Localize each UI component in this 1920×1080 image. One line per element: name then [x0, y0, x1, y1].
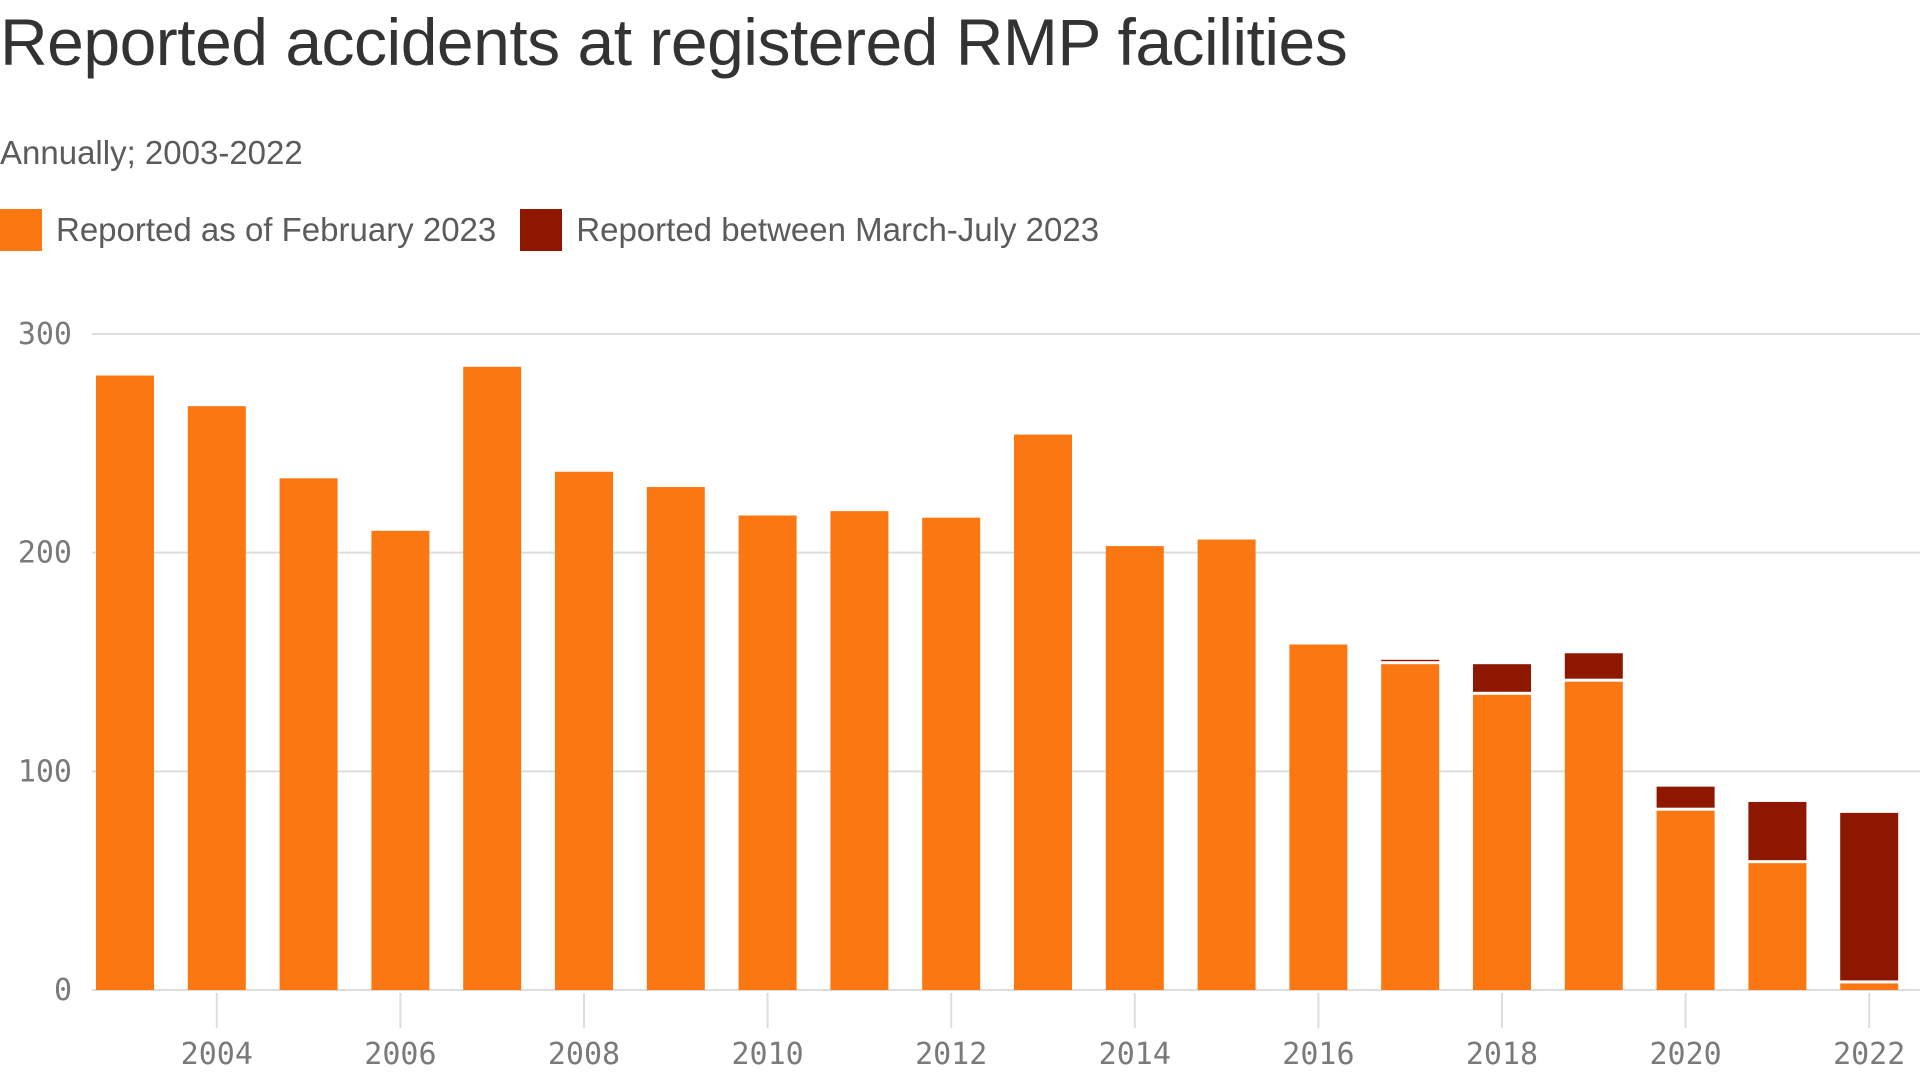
x-tick-label: 2018 [1466, 1037, 1538, 1072]
y-tick-label: 200 [18, 536, 72, 571]
y-tick-label: 100 [18, 754, 72, 789]
bar-reported-february [1014, 434, 1072, 990]
chart-title: Reported accidents at registered RMP fac… [0, 5, 1348, 79]
chart-subtitle: Annually; 2003-2022 [0, 134, 303, 171]
bar-reported-march-july [1381, 659, 1440, 662]
legend-label-february: Reported as of February 2023 [56, 211, 497, 248]
x-tick-label: 2020 [1649, 1037, 1721, 1072]
bar-reported-february [463, 366, 522, 990]
bar-reported-february [1564, 681, 1623, 990]
x-tick-label: 2006 [364, 1037, 436, 1072]
bar-reported-february [1105, 546, 1164, 990]
x-tick-label: 2012 [915, 1037, 987, 1072]
bar-reported-march-july [1564, 653, 1623, 679]
bar-reported-february [1656, 810, 1715, 990]
bar-reported-february [1289, 644, 1348, 990]
bar-reported-march-july [1840, 812, 1899, 981]
bar-reported-february [279, 478, 338, 990]
bar-reported-february [1473, 694, 1531, 990]
legend-swatch-march-july [520, 209, 563, 251]
legend-item-march-july: Reported between March-July 2023 [520, 209, 1099, 251]
bar-reported-february [96, 375, 154, 991]
x-tick-label: 2010 [731, 1037, 803, 1072]
bar-reported-february [646, 487, 705, 990]
legend-swatch-february [0, 209, 42, 251]
x-tick-label: 2014 [1099, 1037, 1171, 1072]
bar-reported-february [738, 515, 797, 990]
x-tick-label: 2022 [1833, 1037, 1905, 1072]
bar-reported-february [1840, 983, 1899, 990]
chart-legend: Reported as of February 2023 Reported be… [0, 208, 1123, 252]
bar-reported-february [555, 471, 613, 990]
bar-reported-march-july [1473, 664, 1531, 692]
bar-reported-march-july [1748, 801, 1807, 861]
x-tick-label: 2016 [1282, 1037, 1354, 1072]
bar-reported-february [922, 517, 981, 990]
bar-reported-february [187, 406, 246, 990]
y-tick-label: 300 [18, 317, 72, 352]
bar-reported-february [1748, 863, 1807, 990]
bar-reported-march-july [1656, 786, 1715, 808]
x-tick-label: 2004 [181, 1037, 253, 1072]
legend-label-march-july: Reported between March-July 2023 [576, 211, 1100, 248]
bar-reported-february [1381, 664, 1440, 990]
bar-reported-february [1197, 539, 1256, 990]
bar-reported-february [830, 511, 889, 990]
legend-item-february: Reported as of February 2023 [0, 209, 496, 251]
bar-reported-february [371, 530, 430, 990]
x-tick-label: 2008 [548, 1037, 620, 1072]
y-tick-label: 0 [54, 973, 72, 1008]
